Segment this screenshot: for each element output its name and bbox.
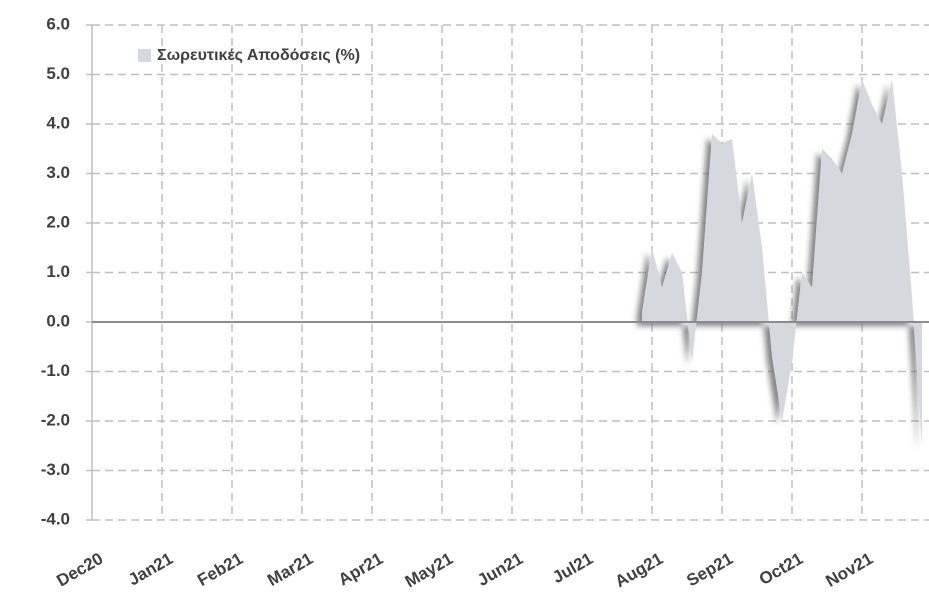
y-tick-label: 1.0: [46, 262, 70, 281]
x-tick-label: Nov21: [823, 549, 877, 591]
x-tick-label: Sep21: [683, 549, 736, 591]
y-tick-label: -2.0: [41, 410, 70, 429]
y-tick-label: 3.0: [46, 163, 70, 182]
y-tick-label: 6.0: [46, 14, 70, 33]
area: [642, 79, 922, 446]
y-tick-label: -1.0: [41, 361, 70, 380]
legend-swatch: [138, 49, 151, 62]
y-tick-label: 5.0: [46, 64, 70, 83]
y-tick-label: 0.0: [46, 311, 70, 330]
x-tick-label: Dec20: [53, 549, 106, 591]
x-tick-label: Mar21: [264, 549, 316, 590]
x-tick-label: May21: [402, 549, 457, 591]
x-tick-label: Oct21: [756, 549, 806, 589]
y-tick-label: -4.0: [41, 509, 70, 528]
x-tick-label: Aug21: [612, 549, 667, 591]
x-tick-label: Jan21: [125, 549, 176, 590]
x-tick-label: Jul21: [549, 549, 596, 587]
x-tick-label: Jun21: [474, 549, 526, 590]
x-tick-label: Apr21: [335, 549, 386, 590]
y-tick-label: -3.0: [41, 460, 70, 479]
y-tick-label: 2.0: [46, 212, 70, 231]
y-tick-label: 4.0: [46, 113, 70, 132]
legend-label: Σωρευτικές Αποδόσεις (%): [157, 47, 360, 64]
x-tick-label: Feb21: [194, 549, 246, 590]
